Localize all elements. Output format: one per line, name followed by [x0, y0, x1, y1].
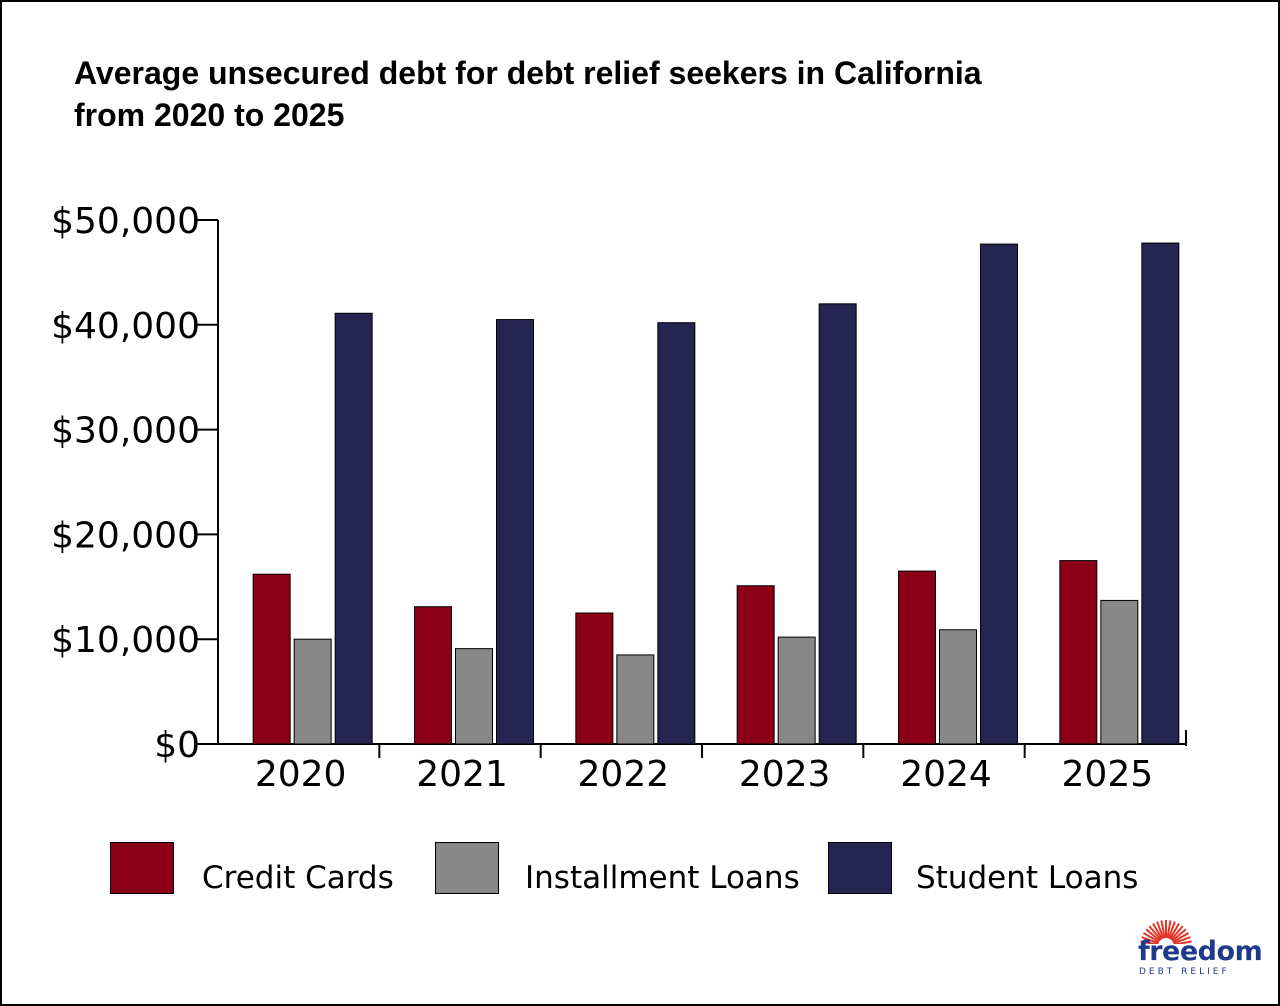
sunburst-ray	[1166, 920, 1172, 939]
x-tick-label-2025: 2025	[1062, 754, 1154, 795]
sunburst-ray	[1172, 932, 1190, 943]
x-tick-label-2020: 2020	[255, 754, 347, 795]
chart-title: Average unsecured debt for debt relief s…	[74, 52, 1174, 136]
x-tick-label-2023: 2023	[739, 754, 831, 795]
sunburst-ray	[1148, 925, 1162, 941]
sunburst-ray	[1152, 922, 1163, 940]
legend-swatch-installment-loans	[435, 842, 499, 894]
freedom-debt-relief-logo: freedom DEBT RELIEF	[1128, 908, 1268, 988]
bar-installment-loans-2023	[777, 636, 816, 745]
legend: Credit Cards Installment Loans Student L…	[110, 842, 1210, 896]
x-tick-label-2024: 2024	[900, 754, 992, 795]
bar-credit-cards-2024	[898, 570, 936, 745]
bar-student-loans-2024	[980, 243, 1018, 745]
sunburst-ray	[1169, 922, 1180, 940]
logo-wordmark: freedom	[1138, 936, 1263, 967]
chart-title-line-2: from 2020 to 2025	[74, 97, 345, 133]
y-tick-label: $10,000	[51, 620, 200, 661]
y-tick-label: $30,000	[51, 411, 200, 452]
bar-installment-loans-2022	[616, 654, 655, 745]
sunburst-ray	[1173, 940, 1192, 944]
legend-label-credit-cards: Credit Cards	[202, 860, 394, 896]
sunburst-icon	[1140, 920, 1192, 944]
bar-credit-cards-2025	[1059, 560, 1098, 745]
sunburst-ray	[1173, 936, 1191, 944]
bar-credit-cards-2020	[252, 573, 291, 745]
bar-installment-loans-2021	[455, 648, 493, 745]
bar-credit-cards-2021	[414, 606, 452, 745]
y-tick-label: $50,000	[51, 201, 200, 242]
sunburst-ray	[1160, 920, 1166, 939]
y-tick-label: $40,000	[51, 306, 200, 347]
legend-swatch-credit-cards	[110, 842, 174, 894]
sunburst-ray	[1156, 921, 1165, 939]
bar-student-loans-2021	[496, 319, 534, 745]
legend-label-student-loans: Student Loans	[916, 860, 1139, 896]
sunburst-ray	[1167, 921, 1176, 939]
bar-student-loans-2025	[1141, 242, 1180, 745]
bar-credit-cards-2022	[575, 612, 614, 745]
sunburst-ray	[1171, 928, 1187, 942]
legend-label-installment-loans: Installment Loans	[525, 860, 800, 896]
bar-student-loans-2022	[657, 322, 696, 745]
sunburst-ray	[1141, 936, 1159, 944]
bar-installment-loans-2025	[1100, 599, 1139, 745]
bar-installment-loans-2020	[293, 638, 332, 745]
y-tick-label: $0	[154, 725, 200, 766]
sunburst-ray	[1170, 925, 1184, 941]
bar-credit-cards-2023	[736, 585, 775, 745]
sunburst-ray	[1145, 928, 1161, 942]
x-tick-label-2022: 2022	[578, 754, 670, 795]
bar-student-loans-2020	[334, 312, 373, 745]
x-tick-label-2021: 2021	[416, 754, 508, 795]
legend-swatch-student-loans	[828, 842, 892, 894]
chart-title-line-1: Average unsecured debt for debt relief s…	[74, 55, 982, 91]
sunburst-ray	[1140, 940, 1159, 944]
y-tick-label: $20,000	[51, 515, 200, 556]
bar-student-loans-2023	[818, 303, 857, 745]
logo-subtitle: DEBT RELIEF	[1139, 967, 1230, 977]
bar-installment-loans-2024	[939, 629, 977, 745]
sunburst-ray	[1142, 932, 1160, 943]
